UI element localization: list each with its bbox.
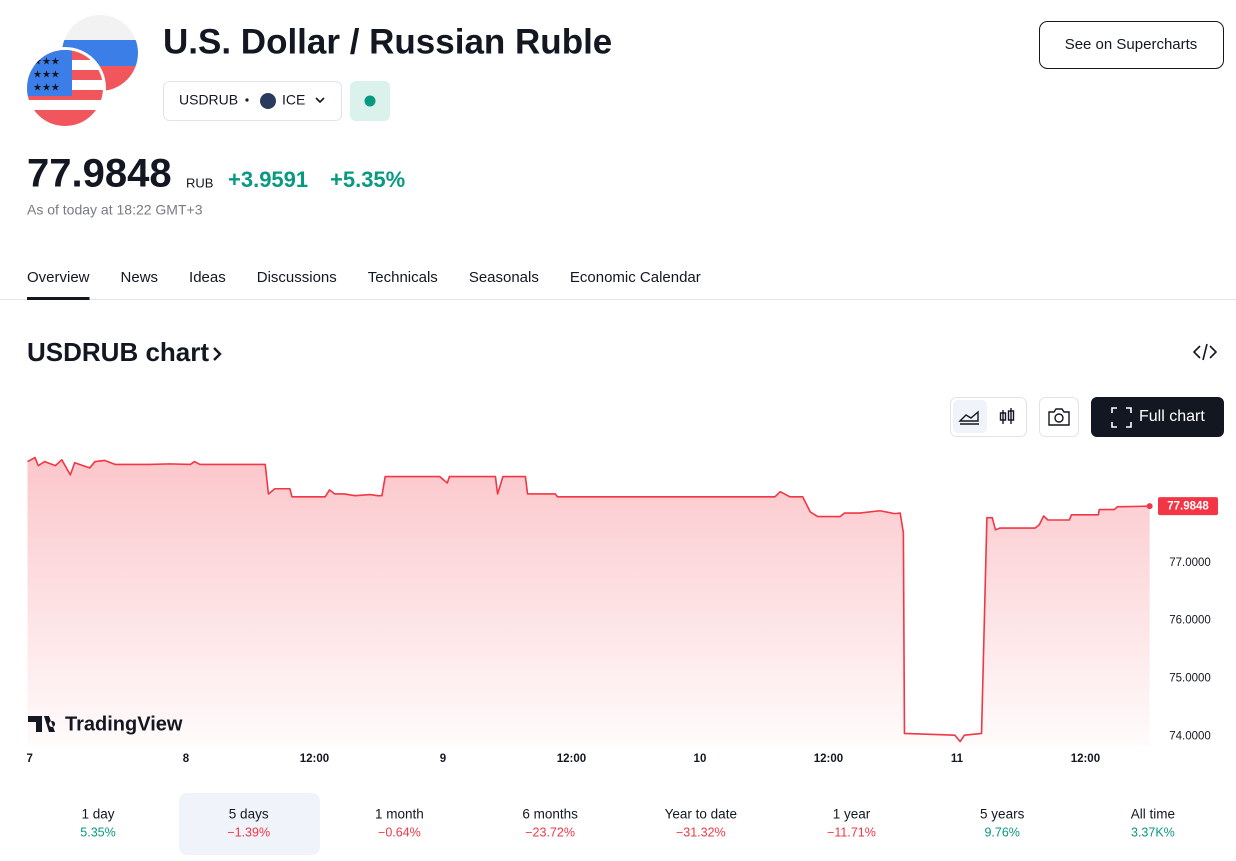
period-label[interactable]: 1 year [833, 807, 871, 822]
tab[interactable]: Technicals [368, 269, 438, 286]
svg-text:★★★: ★★★ [33, 70, 60, 81]
embed-icon[interactable] [1192, 343, 1218, 361]
y-tick-label: 74.0000 [1169, 730, 1211, 742]
supercharts-button[interactable] [1039, 21, 1224, 69]
area-style-button[interactable] [953, 400, 987, 433]
tabs: Overview News Ideas Discussions Technicals Se… [27, 269, 701, 300]
as-of: As of today at 18:22 GMT+3 [27, 202, 203, 218]
period-change[interactable]: −1.39% [227, 825, 270, 839]
x-tick-label: 12:00 [814, 753, 843, 765]
change: +3.9591 [228, 167, 308, 192]
plot: 74.0000 75.0000 76.0000 77.0000 7 8 12:00 9 12:0… [26, 456, 1218, 765]
tab[interactable]: Overview [27, 269, 90, 286]
period-label[interactable]: 5 years [980, 807, 1025, 822]
svg-text:★★★: ★★★ [33, 83, 60, 94]
chart-heading[interactable]: USDRUB chart [27, 337, 209, 367]
currency: RUB [186, 175, 213, 190]
period-label[interactable]: All time [1131, 807, 1175, 822]
area-fill [27, 457, 1150, 745]
x-tick-label: 8 [183, 753, 190, 765]
page-title: U.S. Dollar / Russian Ruble [163, 22, 612, 61]
tab-underline [27, 297, 90, 300]
y-tick-label: 76.0000 [1169, 615, 1211, 627]
selected-period [179, 793, 320, 855]
full-chart-button[interactable] [1091, 397, 1224, 437]
chevron [213, 347, 222, 361]
period-change[interactable]: −11.71% [827, 825, 876, 839]
change-percent: +5.35% [330, 167, 405, 192]
tab[interactable]: Economic Calendar [570, 269, 701, 286]
watermark-logo: TradingView [28, 713, 183, 735]
tab[interactable]: News [121, 269, 159, 286]
symbol-pill[interactable] [163, 81, 342, 121]
candle-style-button[interactable] [999, 408, 1015, 424]
price: 77.9848 [27, 152, 172, 196]
watermark: TradingView [65, 713, 183, 735]
symbol: USDRUB [179, 92, 238, 108]
period-label[interactable]: Year to date [665, 807, 737, 822]
period-change[interactable]: 5.35% [80, 825, 115, 839]
x-tick-label: 12:00 [1071, 753, 1100, 765]
period-label[interactable]: 1 month [375, 807, 424, 822]
price-line [27, 456, 1150, 743]
x-tick-label: 10 [694, 753, 707, 765]
period-change[interactable]: −31.32% [676, 825, 726, 839]
y-tick-label: 75.0000 [1169, 673, 1211, 685]
exchange: ICE [282, 92, 305, 108]
x-tick-label: 12:00 [300, 753, 329, 765]
full-chart-label[interactable]: Full chart [1139, 408, 1205, 425]
supercharts-label[interactable]: See on Supercharts [1065, 36, 1198, 53]
x-tick-label: 7 [26, 753, 32, 765]
last-value-box [1158, 497, 1218, 516]
period-label[interactable]: 5 days [229, 807, 269, 822]
period-change[interactable]: −0.64% [378, 825, 421, 839]
tab[interactable]: Seasonals [469, 269, 539, 286]
period-change[interactable]: 3.37K% [1131, 825, 1175, 839]
x-tick-label: 11 [951, 753, 964, 765]
tab[interactable]: Discussions [257, 269, 337, 286]
period-change[interactable]: 9.76% [984, 825, 1019, 839]
periods: 1 day 5.35% 5 days −1.39% 1 month −0.64% 6 mon… [80, 807, 1175, 840]
x-tick-label: 12:00 [557, 753, 586, 765]
tab[interactable]: Ideas [189, 269, 226, 286]
last-value-label: 77.9848 [1167, 501, 1209, 513]
x-tick-label: 9 [440, 753, 446, 765]
last-point [1146, 503, 1153, 510]
period-change[interactable]: −23.72% [525, 825, 575, 839]
svg-text:★★★: ★★★ [33, 57, 60, 68]
period-label[interactable]: 1 day [81, 807, 114, 822]
y-tick-label: 77.0000 [1169, 557, 1211, 569]
snapshot-button[interactable] [1039, 397, 1079, 437]
period-label[interactable]: 6 months [522, 807, 578, 822]
